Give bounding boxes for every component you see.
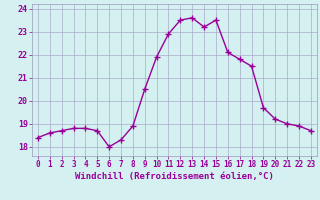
X-axis label: Windchill (Refroidissement éolien,°C): Windchill (Refroidissement éolien,°C) xyxy=(75,172,274,181)
